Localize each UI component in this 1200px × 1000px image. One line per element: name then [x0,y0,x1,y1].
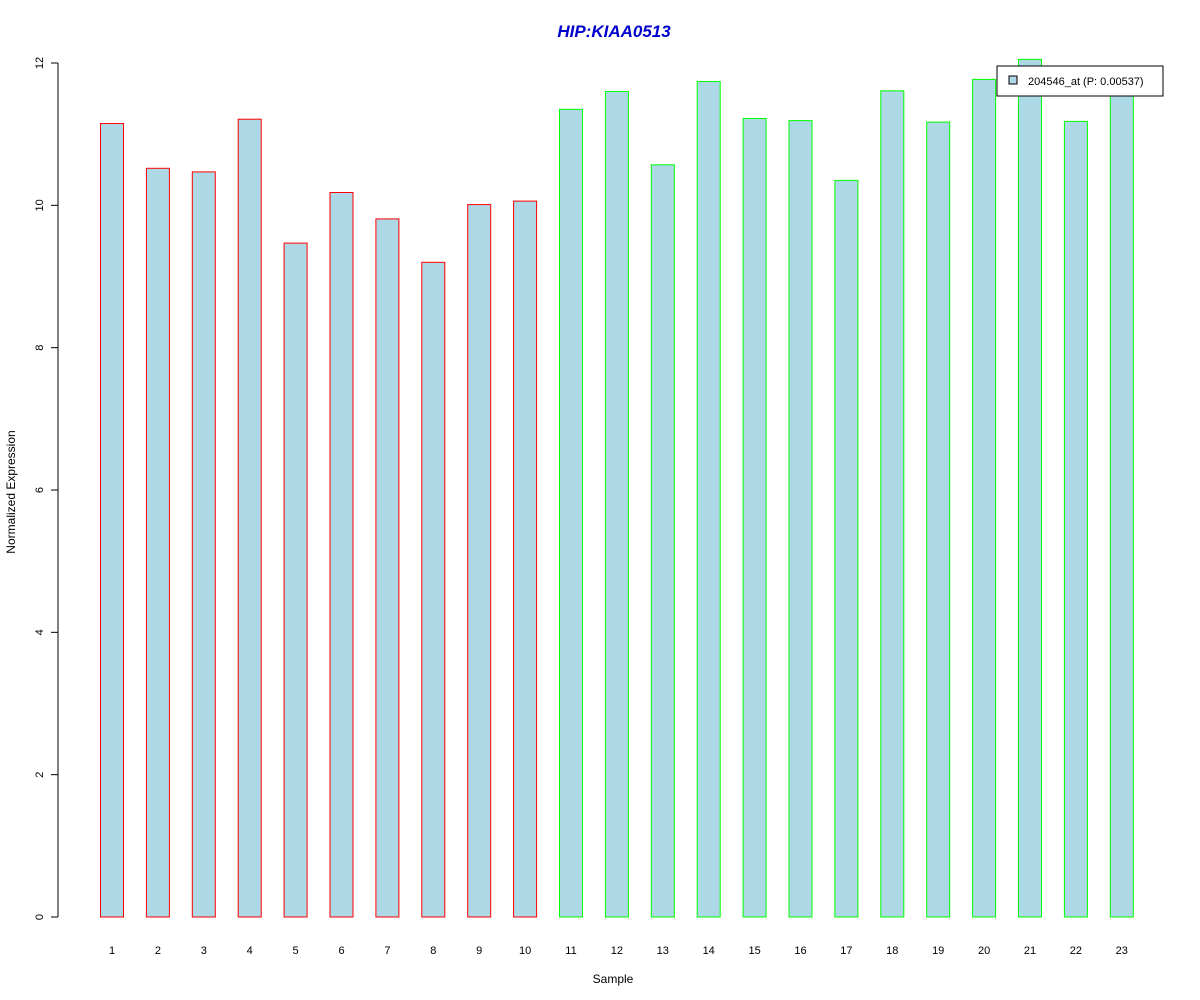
x-tick-label: 17 [840,945,852,957]
x-tick-label: 7 [384,945,390,957]
bar-sample-2 [145,167,170,918]
legend-swatch [1008,75,1018,85]
bar-sample-16 [788,120,813,918]
chart-title: HIP:KIAA0513 [557,22,671,41]
y-tick-label: 4 [34,629,46,635]
x-tick-label: 21 [1024,945,1036,957]
x-tick-label: 5 [293,945,299,957]
bar-sample-18 [880,90,905,918]
x-tick-label: 23 [1116,945,1128,957]
bar-sample-13 [650,164,675,918]
bar-sample-17 [834,179,859,918]
bar-sample-10 [513,200,538,918]
bar-sample-4 [237,118,262,918]
bar-sample-21 [1018,58,1042,918]
bar-sample-19 [926,121,951,918]
bar-sample-5 [283,242,308,918]
x-tick-label: 1 [109,945,115,957]
y-tick-label: 10 [34,199,46,211]
bars [100,58,1134,918]
x-tick-label: 3 [201,945,207,957]
y-tick-label: 12 [34,57,46,69]
y-tick-label: 6 [34,487,46,493]
legend-entry-label: 204546_at (P: 0.00537) [1028,76,1144,88]
bar-sample-3 [191,171,216,918]
x-tick-label: 19 [932,945,944,957]
x-tick-label: 14 [703,945,715,957]
bar-sample-22 [1063,120,1088,918]
y-axis: 0 2 4 6 8 10 12 [34,57,59,920]
bar-sample-9 [467,204,492,918]
bar-sample-20 [972,78,997,918]
x-tick-label: 22 [1070,945,1082,957]
x-tick-label: 12 [611,945,623,957]
x-tick-label: 10 [519,945,531,957]
y-tick-label: 2 [34,772,46,778]
bar-sample-14 [696,81,721,918]
bar-sample-11 [559,108,583,918]
y-tick-label: 0 [34,914,46,920]
bar-sample-23 [1109,87,1134,918]
x-tick-label: 8 [430,945,436,957]
x-tick-label: 6 [338,945,344,957]
x-tick-label: 4 [247,945,253,957]
y-tick-label: 8 [34,345,46,351]
x-tick-label: 2 [155,945,161,957]
x-tick-label: 16 [794,945,806,957]
legend: 204546_at (P: 0.00537) [996,65,1164,97]
x-axis-tick-labels: 1 2 3 4 5 6 7 8 9 10 11 12 13 14 15 16 17 18 19 20 21 22 23 [109,945,1128,957]
x-tick-label: 9 [476,945,482,957]
x-tick-label: 15 [748,945,760,957]
legend-box [996,65,1164,97]
x-tick-label: 18 [886,945,898,957]
x-tick-label: 13 [657,945,669,957]
bar-sample-15 [742,118,767,918]
x-tick-label: 11 [565,945,576,957]
bar-sample-6 [329,192,354,918]
bar-sample-8 [421,261,446,918]
bar-sample-12 [604,91,629,918]
x-tick-label: 20 [978,945,990,957]
bar-sample-7 [375,218,400,918]
x-axis-label: Sample [593,972,634,986]
y-axis-label: Normalized Expression [4,430,18,553]
bar-sample-1 [100,123,124,918]
